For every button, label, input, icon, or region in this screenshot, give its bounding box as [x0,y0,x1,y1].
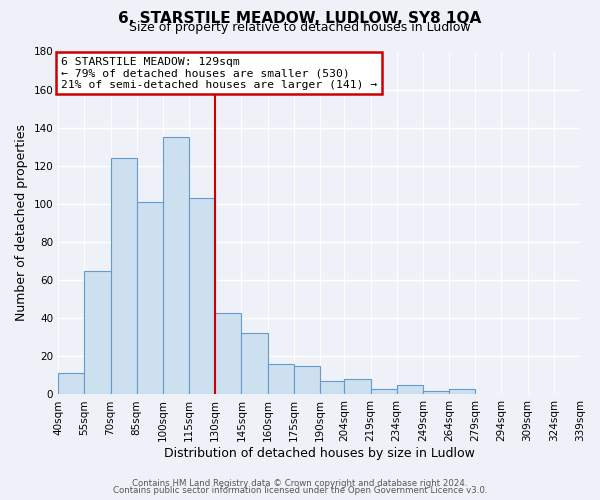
Bar [241,334,268,394]
X-axis label: Distribution of detached houses by size in Ludlow: Distribution of detached houses by size … [164,447,475,460]
Bar [371,388,397,394]
Bar [163,137,189,394]
Text: Contains public sector information licensed under the Open Government Licence v3: Contains public sector information licen… [113,486,487,495]
Bar [137,202,163,394]
Bar [449,388,475,394]
Text: 6 STARSTILE MEADOW: 129sqm
← 79% of detached houses are smaller (530)
21% of sem: 6 STARSTILE MEADOW: 129sqm ← 79% of deta… [61,56,377,90]
Bar [344,379,371,394]
Bar [320,381,344,394]
Text: 6, STARSTILE MEADOW, LUDLOW, SY8 1QA: 6, STARSTILE MEADOW, LUDLOW, SY8 1QA [118,11,482,26]
Bar [110,158,137,394]
Bar [58,374,85,394]
Bar [423,390,449,394]
Bar [215,312,241,394]
Text: Contains HM Land Registry data © Crown copyright and database right 2024.: Contains HM Land Registry data © Crown c… [132,478,468,488]
Bar [85,270,110,394]
Bar [268,364,294,394]
Bar [294,366,320,394]
Bar [397,385,423,394]
Y-axis label: Number of detached properties: Number of detached properties [15,124,28,322]
Text: Size of property relative to detached houses in Ludlow: Size of property relative to detached ho… [129,21,471,34]
Bar [189,198,215,394]
